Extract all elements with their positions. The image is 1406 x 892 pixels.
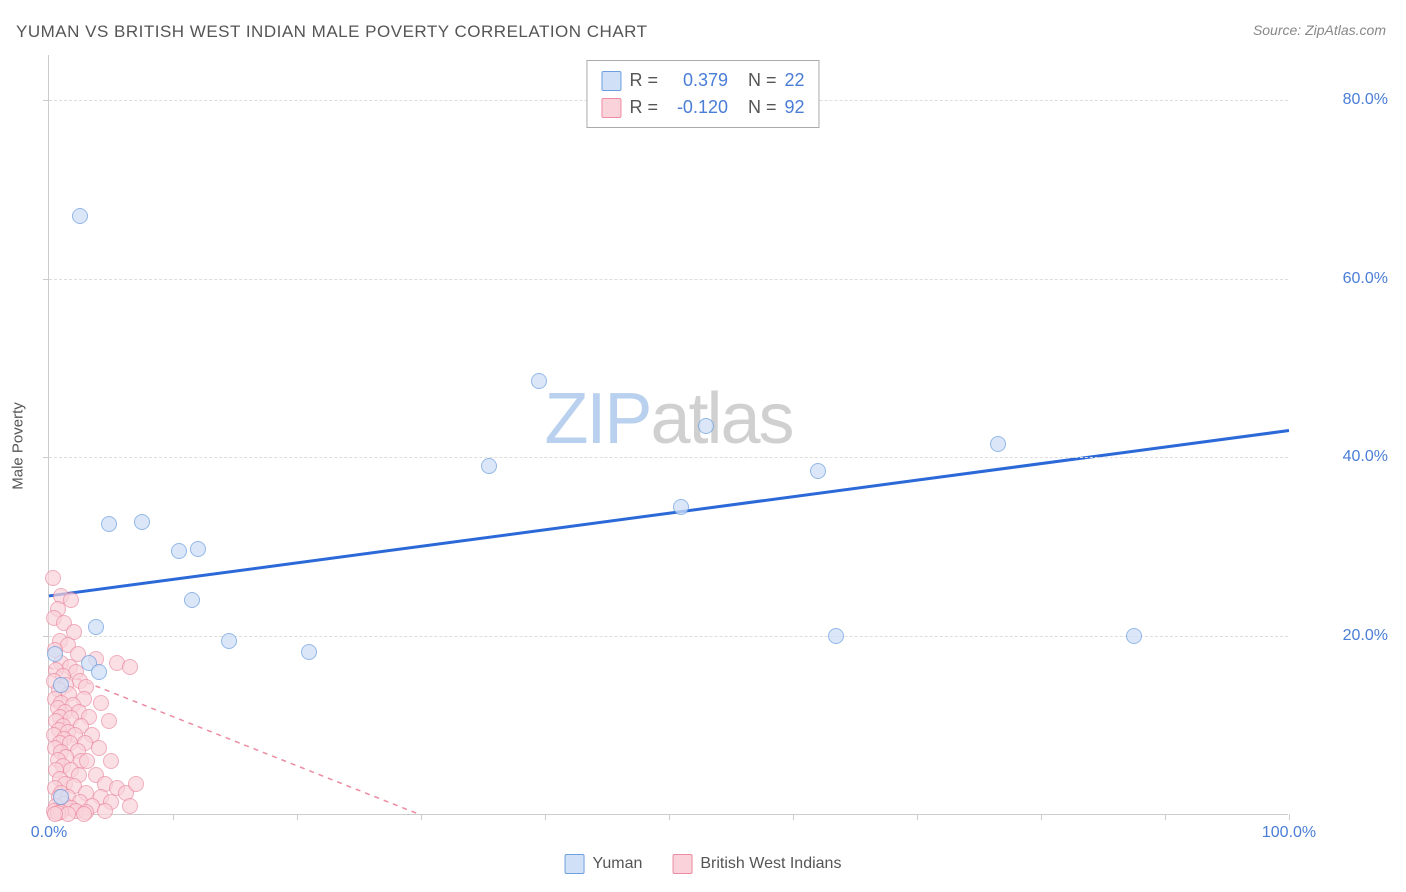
legend-bottom-item: British West Indians — [672, 854, 841, 874]
data-point — [810, 463, 826, 479]
data-point — [990, 436, 1006, 452]
data-point — [103, 753, 119, 769]
legend-n-label: N = — [748, 94, 777, 121]
data-point — [828, 628, 844, 644]
legend-r-label: R = — [629, 94, 658, 121]
trend-lines — [49, 55, 1289, 815]
chart-container: YUMAN VS BRITISH WEST INDIAN MALE POVERT… — [0, 0, 1406, 892]
y-axis-label: Male Poverty — [10, 402, 27, 490]
data-point — [184, 592, 200, 608]
legend-n-label: N = — [748, 67, 777, 94]
x-tick-label-end: 100.0% — [1262, 824, 1316, 842]
data-point — [63, 592, 79, 608]
data-point — [134, 514, 150, 530]
data-point — [190, 541, 206, 557]
legend-top-row: R = -0.120 N = 92 — [601, 94, 804, 121]
legend-swatch — [565, 854, 585, 874]
y-tick-label: 60.0% — [1298, 270, 1388, 288]
data-point — [47, 646, 63, 662]
legend-top: R = 0.379 N = 22 R = -0.120 N = 92 — [586, 60, 819, 128]
plot-area: ZIPatlas 20.0%40.0%60.0%80.0%0.0%100.0% — [48, 55, 1288, 815]
data-point — [91, 740, 107, 756]
chart-source: Source: ZipAtlas.com — [1253, 22, 1386, 38]
legend-swatch — [601, 71, 621, 91]
y-tick-label: 80.0% — [1298, 91, 1388, 109]
legend-bottom-item: Yuman — [565, 854, 643, 874]
y-tick-label: 20.0% — [1298, 627, 1388, 645]
data-point — [221, 633, 237, 649]
data-point — [673, 499, 689, 515]
legend-r-value: 0.379 — [666, 67, 728, 94]
data-point — [1126, 628, 1142, 644]
legend-swatch — [601, 98, 621, 118]
x-tick-label-start: 0.0% — [31, 824, 67, 842]
chart-title: YUMAN VS BRITISH WEST INDIAN MALE POVERT… — [16, 22, 648, 42]
data-point — [122, 659, 138, 675]
data-point — [47, 806, 63, 822]
y-tick-label: 40.0% — [1298, 448, 1388, 466]
gridline-h — [49, 279, 1288, 280]
data-point — [53, 789, 69, 805]
data-point — [171, 543, 187, 559]
legend-r-value: -0.120 — [666, 94, 728, 121]
data-point — [128, 776, 144, 792]
legend-top-row: R = 0.379 N = 22 — [601, 67, 804, 94]
gridline-h — [49, 457, 1288, 458]
legend-swatch — [672, 854, 692, 874]
data-point — [301, 644, 317, 660]
legend-n-value: 22 — [785, 67, 805, 94]
legend-n-value: 92 — [785, 94, 805, 121]
legend-bottom: Yuman British West Indians — [565, 854, 842, 874]
data-point — [93, 695, 109, 711]
legend-bottom-label: British West Indians — [700, 855, 841, 873]
data-point — [101, 713, 117, 729]
legend-r-label: R = — [629, 67, 658, 94]
data-point — [101, 516, 117, 532]
data-point — [531, 373, 547, 389]
data-point — [88, 619, 104, 635]
data-point — [698, 418, 714, 434]
data-point — [97, 803, 113, 819]
data-point — [72, 208, 88, 224]
data-point — [76, 806, 92, 822]
data-point — [122, 798, 138, 814]
data-point — [481, 458, 497, 474]
trend-line — [49, 431, 1289, 596]
legend-bottom-label: Yuman — [593, 855, 643, 873]
data-point — [45, 570, 61, 586]
data-point — [53, 677, 69, 693]
data-point — [91, 664, 107, 680]
